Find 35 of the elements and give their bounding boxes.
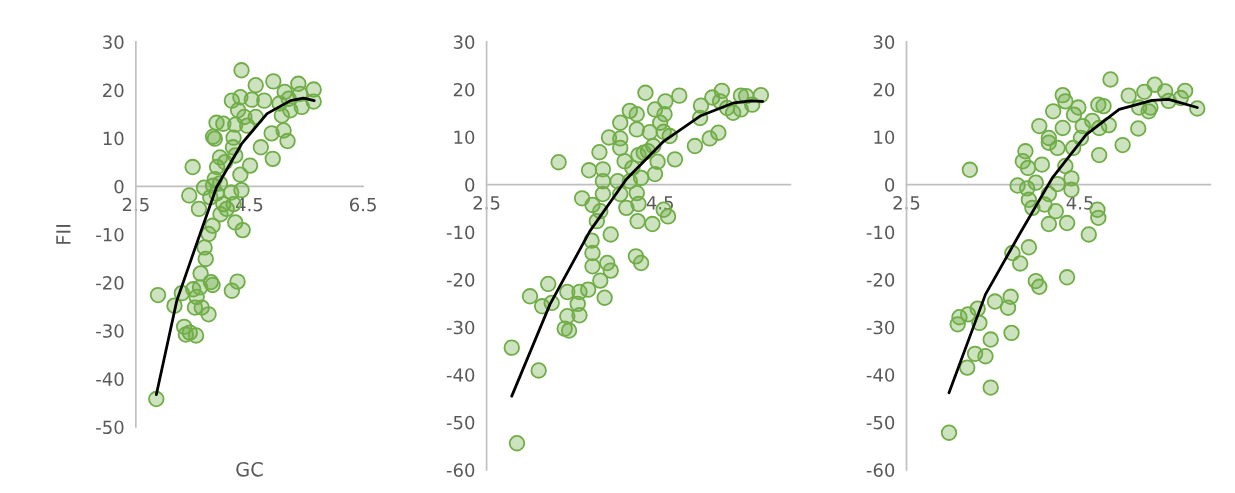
y-tick-label: -50 [866,415,895,430]
y-tick-label: 10 [874,130,895,145]
y-tick-label: -40 [866,368,895,382]
y-tick-label: 10 [454,130,475,145]
y-tick-label: -10 [446,225,475,240]
y-tick-label: -50 [96,420,124,435]
y-tick-label: -50 [446,415,475,430]
y-tick-label: 0 [465,178,475,192]
y-tick-label: -60 [446,463,475,477]
y-tick-label: 10 [103,131,124,146]
x-tick-label: 2.5 [473,195,500,210]
y-tick-label: 30 [453,35,475,50]
y-tick-label: -40 [96,372,124,386]
y-tick-label: -20 [96,276,124,290]
y-tick-label: 30 [103,35,124,50]
y-tick-label: 20 [873,82,895,97]
y-tick-label: 20 [103,83,124,98]
x-axis-title: GC [236,461,263,477]
y-tick-label: 30 [873,35,895,50]
y-tick-label: 0 [885,178,895,192]
y-tick-label: -30 [96,324,124,338]
y-tick-label: 0 [114,179,124,194]
y-tick-label: 20 [453,82,475,97]
x-tick-label: 6.5 [349,197,376,212]
y-tick-label: -30 [866,320,895,335]
x-tick-label: 2.5 [122,197,149,212]
y-tick-label: -40 [446,368,475,382]
y-tick-label: -10 [866,225,895,240]
y-tick-label: -30 [446,320,475,335]
y-tick-label: -60 [866,463,895,477]
y-tick-label: -10 [96,227,124,242]
x-tick-label: 2.5 [893,195,920,210]
y-axis-title: FII [56,225,71,244]
y-tick-label: -20 [446,273,475,287]
y-tick-label: -20 [866,273,895,287]
